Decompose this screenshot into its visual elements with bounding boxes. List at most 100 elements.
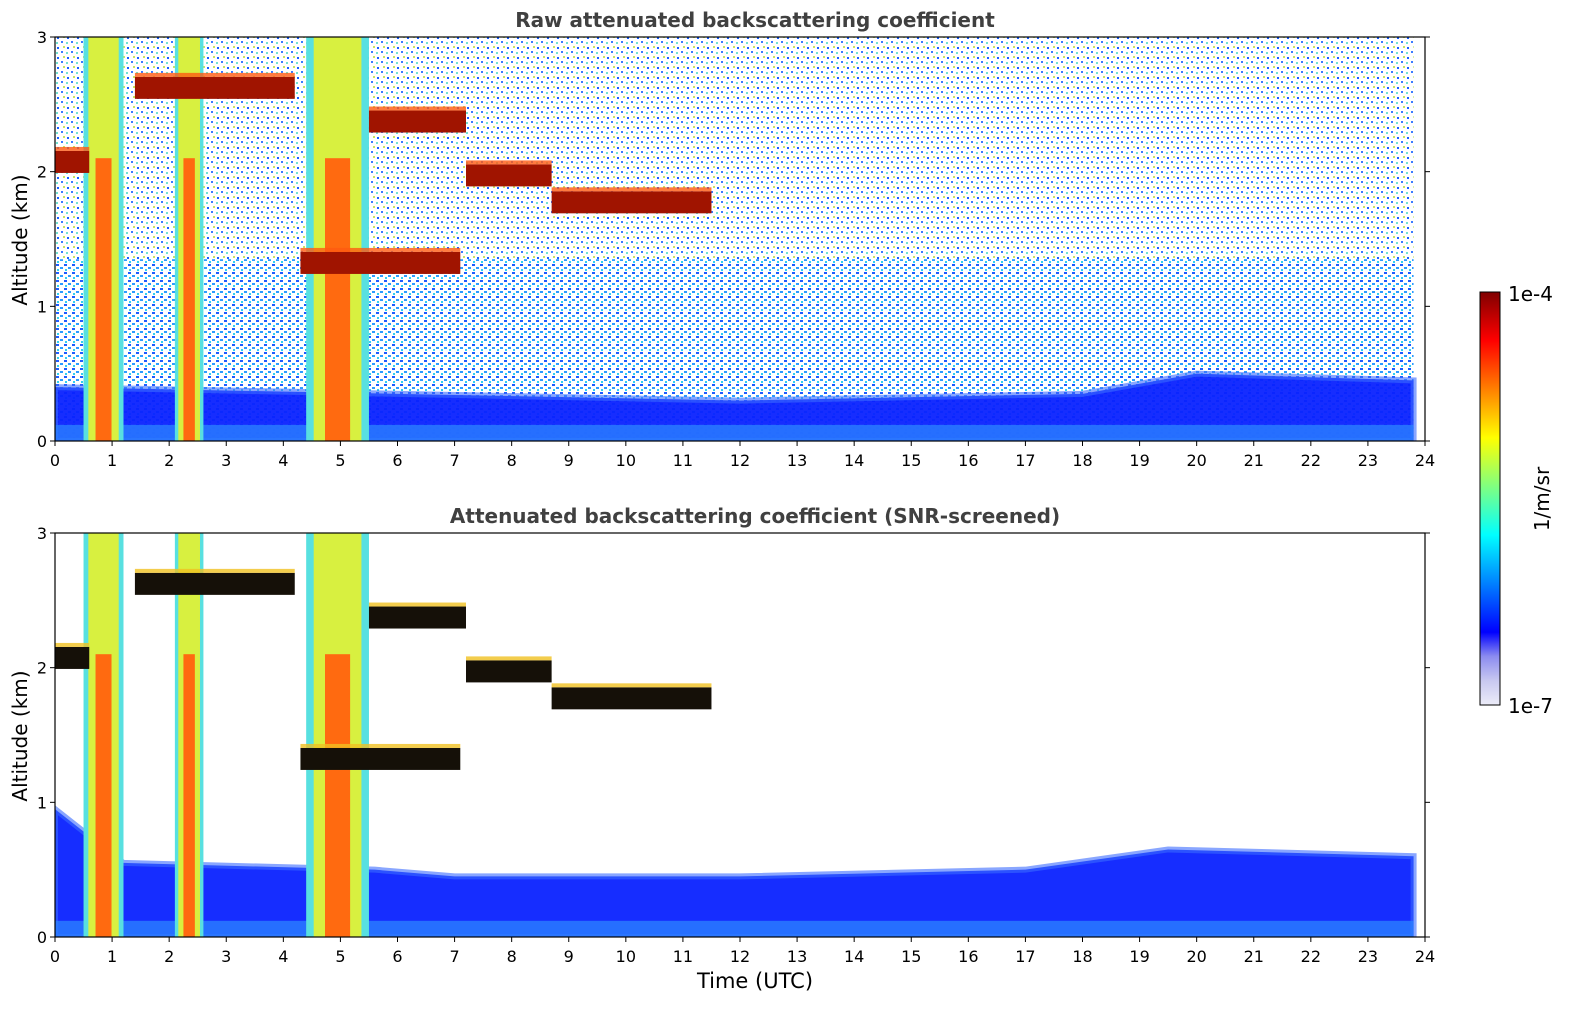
cloud-layer-edge — [300, 743, 461, 748]
x-tick-label: 20 — [1186, 947, 1206, 966]
colorbar-max-label: 1e-4 — [1508, 282, 1553, 306]
cloud-layer-edge — [466, 656, 552, 661]
boundary-layer — [55, 373, 1414, 441]
x-tick-label: 22 — [1301, 451, 1321, 470]
cloud-layer — [368, 110, 466, 133]
x-tick-label: 6 — [392, 451, 402, 470]
x-tick-label: 13 — [787, 451, 807, 470]
precip-column-core — [95, 654, 112, 937]
x-tick-label: 9 — [564, 947, 574, 966]
y-tick-label: 0 — [37, 432, 47, 451]
x-tick-label: 8 — [507, 451, 517, 470]
precip-column-core — [325, 654, 351, 937]
cloud-layer-edge — [368, 602, 466, 607]
x-tick-label: 9 — [564, 451, 574, 470]
cloud-layer-edge — [55, 642, 90, 647]
cloud-layer — [134, 76, 295, 99]
x-tick-label: 10 — [616, 451, 636, 470]
x-tick-label: 3 — [221, 451, 231, 470]
cloud-layer — [300, 251, 461, 274]
panel-bottom-plot-area — [55, 533, 1417, 937]
x-tick-label: 21 — [1244, 451, 1264, 470]
precip-column-core — [183, 158, 195, 441]
x-tick-label: 5 — [335, 947, 345, 966]
x-tick-label: 18 — [1072, 947, 1092, 966]
y-tick-label: 1 — [37, 297, 47, 316]
x-tick-label: 14 — [844, 947, 864, 966]
surface-layer — [55, 424, 1414, 441]
cloud-layer-edge — [368, 106, 466, 111]
x-tick-label: 23 — [1358, 451, 1378, 470]
colorbar-unit-label: 1/m/sr — [1530, 466, 1555, 532]
colorbar-min-label: 1e-7 — [1508, 694, 1553, 718]
x-tick-label: 13 — [787, 947, 807, 966]
bottom-panel-xlabel: Time (UTC) — [696, 969, 814, 993]
colorbar — [1479, 291, 1501, 706]
y-tick-label: 0 — [37, 928, 47, 947]
cloud-layer — [134, 572, 295, 595]
x-tick-label: 17 — [1015, 947, 1035, 966]
cloud-layer — [466, 660, 552, 683]
x-tick-label: 16 — [958, 451, 978, 470]
cloud-layer — [466, 164, 552, 187]
boundary-layer — [55, 809, 1414, 937]
x-tick-label: 11 — [673, 947, 693, 966]
x-tick-label: 20 — [1186, 451, 1206, 470]
x-tick-label: 1 — [107, 947, 117, 966]
x-tick-label: 11 — [673, 451, 693, 470]
x-tick-label: 24 — [1415, 947, 1435, 966]
cloud-layer — [300, 747, 461, 770]
cloud-layer — [551, 191, 712, 214]
x-tick-label: 4 — [278, 451, 288, 470]
cloud-layer — [551, 687, 712, 710]
x-tick-label: 7 — [449, 947, 459, 966]
y-tick-label: 3 — [37, 524, 47, 543]
precip-column-core — [325, 158, 351, 441]
x-tick-label: 19 — [1129, 947, 1149, 966]
y-tick-label: 1 — [37, 793, 47, 812]
x-tick-label: 15 — [901, 947, 921, 966]
x-tick-label: 4 — [278, 947, 288, 966]
x-tick-label: 18 — [1072, 451, 1092, 470]
x-tick-label: 17 — [1015, 451, 1035, 470]
x-tick-label: 1 — [107, 451, 117, 470]
y-tick-label: 3 — [37, 28, 47, 47]
cloud-layer-edge — [55, 146, 90, 151]
panel-top-plot-area — [55, 37, 1417, 441]
x-tick-label: 6 — [392, 947, 402, 966]
x-tick-label: 21 — [1244, 947, 1264, 966]
cloud-layer — [368, 606, 466, 629]
x-tick-label: 2 — [164, 451, 174, 470]
x-tick-label: 7 — [449, 451, 459, 470]
cloud-layer-edge — [551, 187, 712, 192]
x-tick-label: 22 — [1301, 947, 1321, 966]
x-tick-label: 23 — [1358, 947, 1378, 966]
x-tick-label: 12 — [730, 947, 750, 966]
x-tick-label: 0 — [50, 451, 60, 470]
x-tick-label: 0 — [50, 947, 60, 966]
noise-upper — [55, 37, 1414, 260]
precip-column-core — [95, 158, 112, 441]
boundary-layer-edge — [55, 370, 1417, 441]
x-tick-label: 8 — [507, 947, 517, 966]
cloud-layer-edge — [551, 683, 712, 688]
x-tick-label: 19 — [1129, 451, 1149, 470]
x-tick-label: 5 — [335, 451, 345, 470]
cloud-layer-edge — [134, 568, 295, 573]
x-tick-label: 16 — [958, 947, 978, 966]
x-tick-label: 2 — [164, 947, 174, 966]
top-panel-title: Raw attenuated backscattering coefficien… — [515, 8, 995, 32]
cloud-layer-edge — [300, 247, 461, 252]
x-tick-label: 24 — [1415, 451, 1435, 470]
cloud-layer-edge — [466, 160, 552, 165]
x-tick-label: 10 — [616, 947, 636, 966]
y-tick-label: 2 — [37, 659, 47, 678]
y-tick-label: 2 — [37, 163, 47, 182]
x-tick-label: 14 — [844, 451, 864, 470]
cloud-layer — [55, 150, 90, 173]
cloud-layer — [55, 646, 90, 669]
precip-column-core — [183, 654, 195, 937]
x-tick-label: 3 — [221, 947, 231, 966]
cloud-layer-edge — [134, 72, 295, 77]
